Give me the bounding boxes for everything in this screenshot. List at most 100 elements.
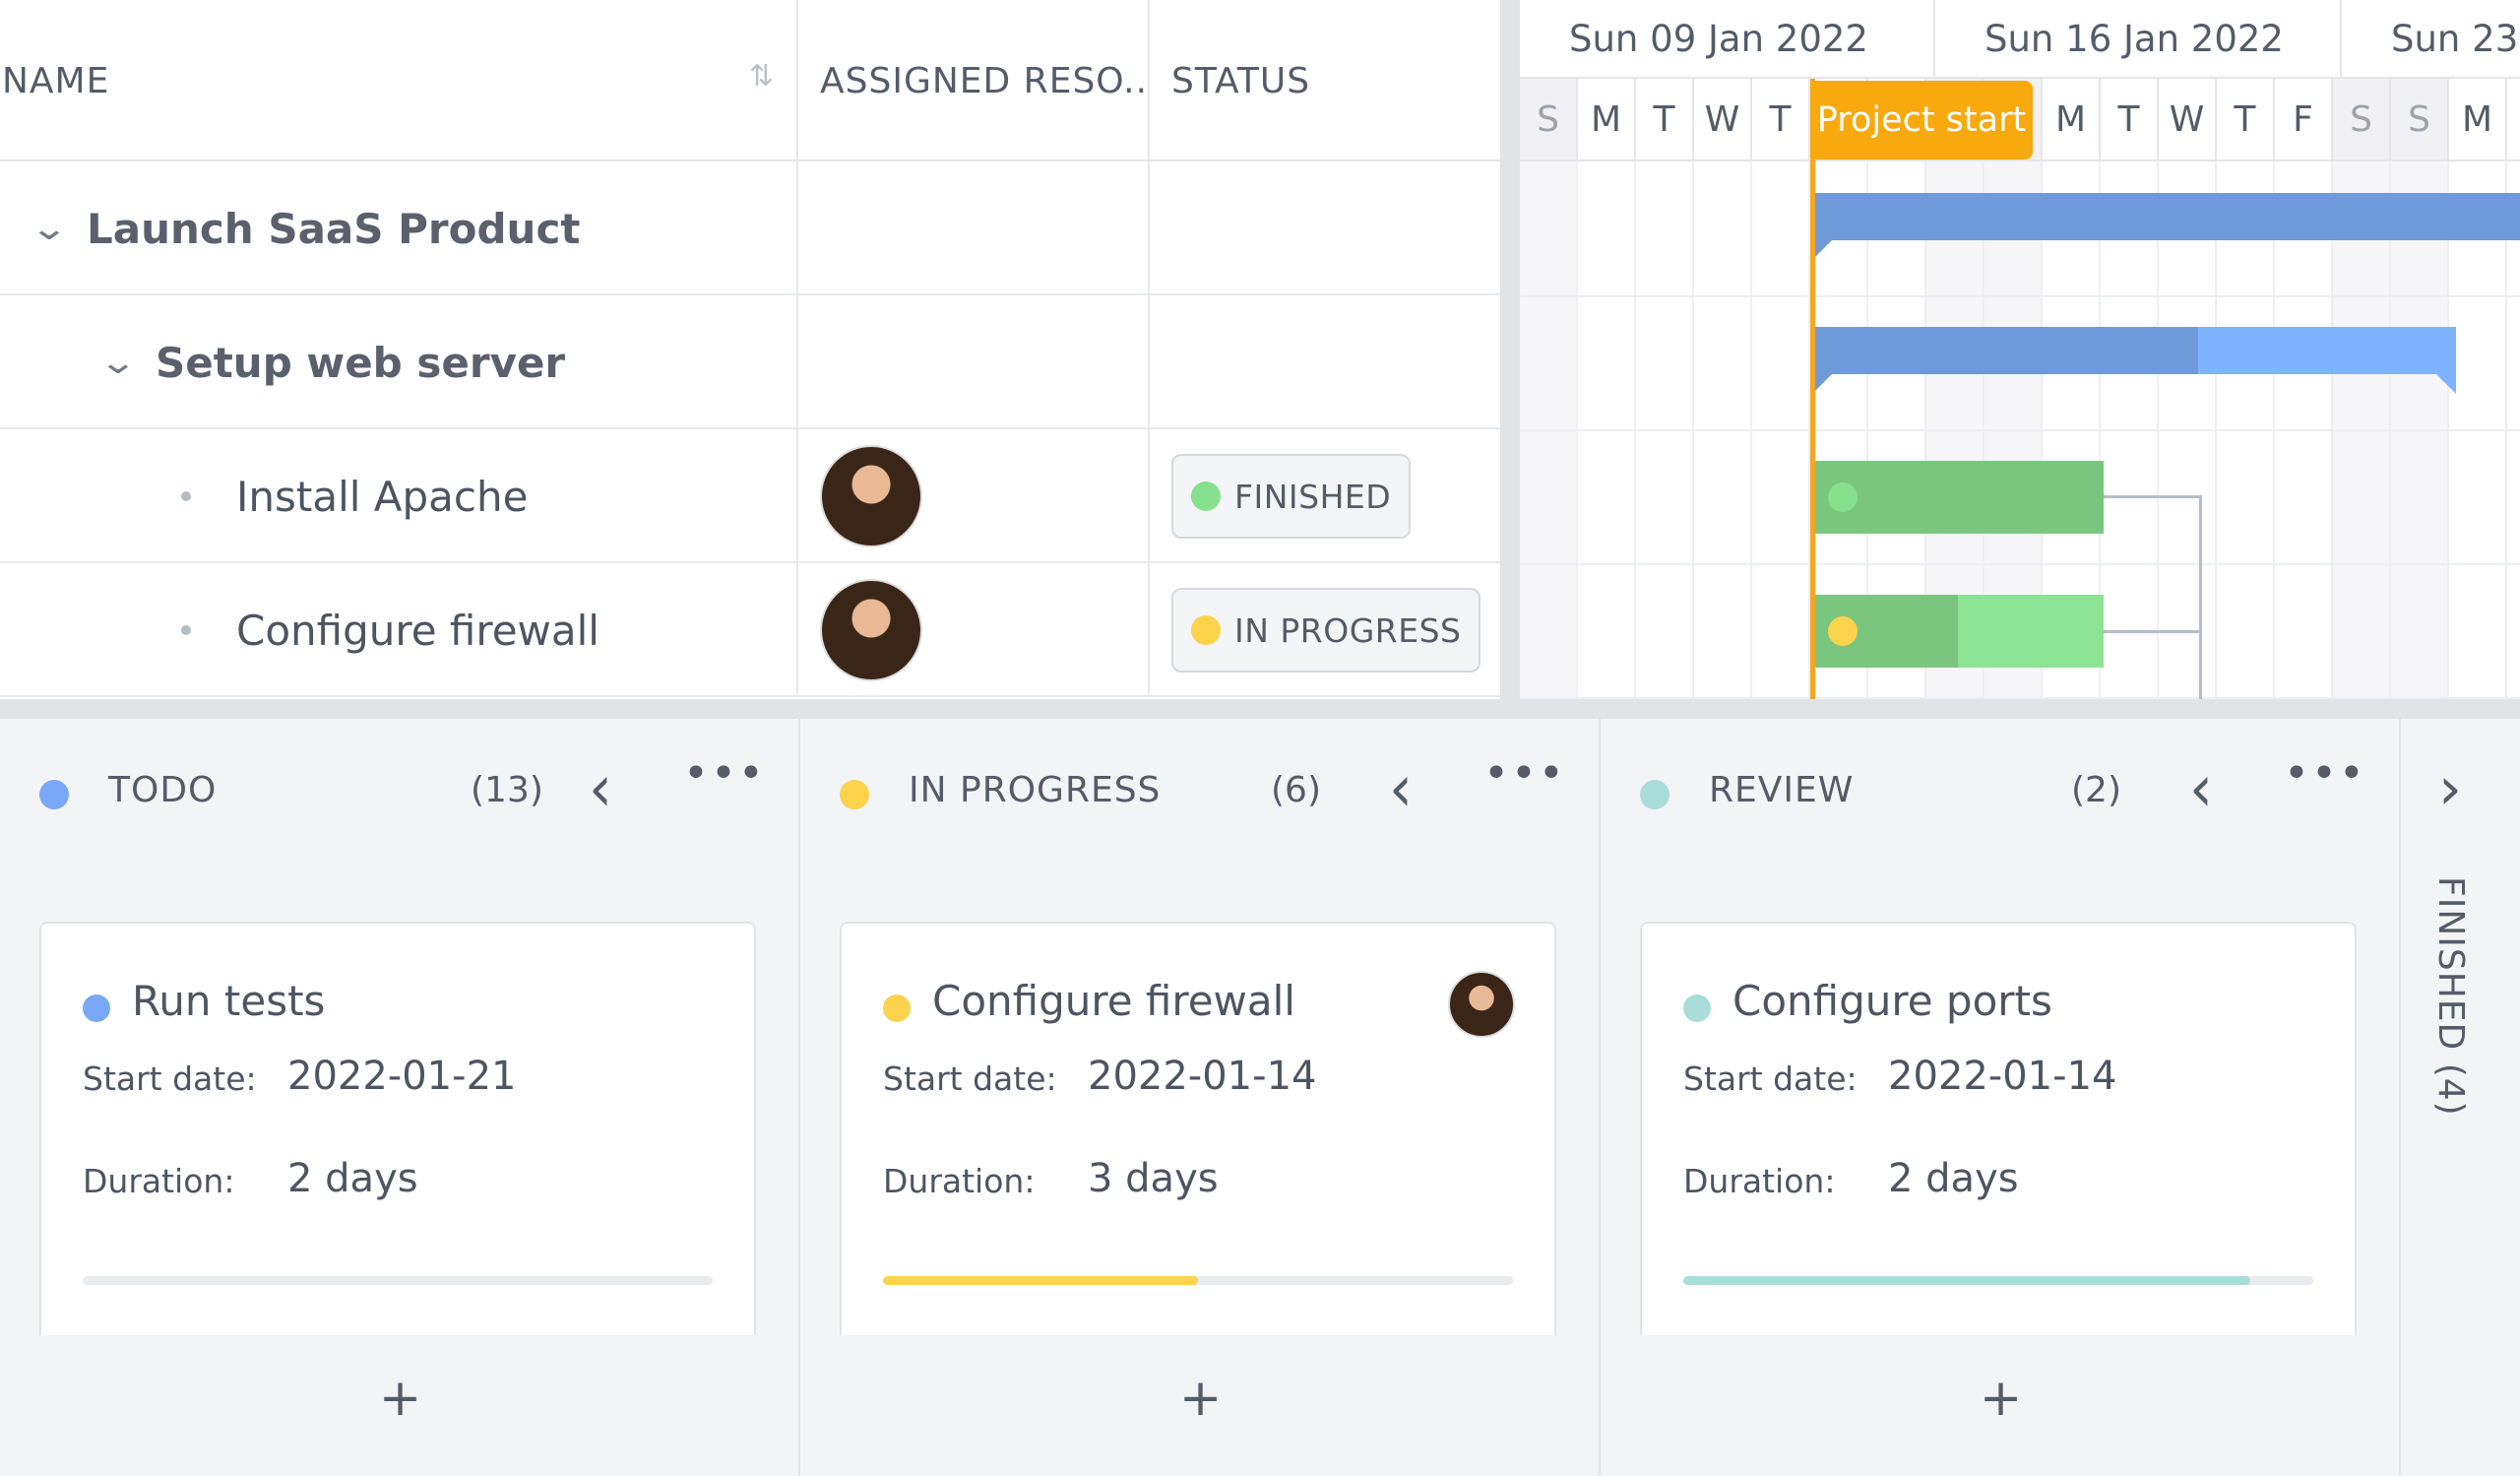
row-divider (1520, 295, 2520, 297)
column-header-name-label: NAME (2, 60, 110, 101)
start-date-value: 2022-01-21 (287, 1054, 517, 1099)
timeline-day-header: S (2333, 79, 2391, 161)
avatar[interactable] (1448, 971, 1515, 1038)
status-badge: FINISHED (1171, 454, 1412, 539)
chevron-down-icon[interactable]: ⌄ (30, 209, 69, 248)
expand-column-icon[interactable]: › (2438, 754, 2462, 823)
status-badge: IN PROGRESS (1171, 588, 1481, 673)
task-name-cell: ⌄ Launch SaaS Product (0, 161, 798, 295)
bullet-icon (181, 625, 191, 635)
card-title: Configure ports (1732, 977, 2052, 1025)
column-count: (2) (2071, 770, 2121, 810)
kanban-board: TODO (13) ‹ ••• Run tests Start date: 20… (0, 699, 2520, 1476)
progress-fill (883, 1276, 1198, 1285)
collapse-column-icon[interactable]: ‹ (1389, 750, 1413, 827)
task-card[interactable]: Configure firewall Start date: 2022-01-1… (840, 922, 1556, 1335)
resource-cell (798, 295, 1150, 429)
status-dot-icon (1828, 616, 1858, 646)
dependency-line (2199, 495, 2202, 699)
column-menu-icon[interactable]: ••• (683, 748, 766, 799)
status-dot-icon (1191, 481, 1221, 511)
task-bar[interactable] (1812, 461, 2104, 534)
table-row[interactable]: ⌄ Launch SaaS Product (0, 161, 1500, 295)
sort-icon[interactable]: ⇅ (748, 59, 775, 94)
status-cell (1150, 161, 1500, 295)
collapse-column-icon[interactable]: ‹ (2189, 750, 2213, 827)
row-divider (1520, 563, 2520, 565)
column-title: FINISHED (4) (2430, 876, 2471, 1117)
summary-bar[interactable] (1812, 193, 2520, 240)
column-title: REVIEW (1709, 770, 1855, 810)
task-name-cell: Install Apache (0, 429, 798, 563)
progress-bar (83, 1276, 713, 1285)
add-card-button[interactable]: + (1178, 1369, 1223, 1428)
card-title: Configure firewall (932, 977, 1295, 1025)
chevron-down-icon[interactable]: ⌄ (98, 343, 138, 382)
status-dot-icon (1191, 615, 1221, 645)
column-header-resource[interactable]: ASSIGNED RESO... (798, 0, 1150, 161)
column-title: IN PROGRESS (909, 770, 1162, 810)
timeline-day-header: T (2101, 79, 2159, 161)
timeline-day-header: S (1520, 79, 1578, 161)
duration-label: Duration: (883, 1162, 1036, 1200)
status-cell: FINISHED (1150, 429, 1500, 563)
timeline-day-header: W (1694, 79, 1752, 161)
column-dot-icon (39, 780, 69, 809)
row-divider (1520, 429, 2520, 431)
task-name: Launch SaaS Product (87, 204, 581, 253)
timeline-day-header: T (2217, 79, 2275, 161)
timeline-day-header: S (2391, 79, 2449, 161)
dependency-line (2104, 630, 2202, 633)
column-dot-icon (840, 780, 869, 809)
collapse-column-icon[interactable]: ‹ (589, 750, 612, 827)
panel-splitter[interactable] (1500, 0, 1520, 699)
add-card-button[interactable]: + (1979, 1369, 2023, 1428)
start-date-value: 2022-01-14 (1088, 1054, 1317, 1099)
column-header-name[interactable]: NAME ⇅ (0, 0, 798, 161)
card-title: Run tests (132, 977, 326, 1025)
kanban-column-review: REVIEW (2) ‹ ••• Configure ports Start d… (1601, 719, 2401, 1476)
summary-bar-remaining (2198, 327, 2456, 374)
gantt-timeline[interactable]: Sun 09 Jan 2022 Sun 16 Jan 2022 Sun 23 S… (1520, 0, 2520, 699)
task-card[interactable]: Run tests Start date: 2022-01-21 Duratio… (39, 922, 756, 1335)
column-count: (13) (471, 770, 543, 810)
column-dot-icon (1640, 780, 1670, 809)
timeline-day-header: T (1636, 79, 1694, 161)
avatar[interactable] (820, 579, 922, 681)
avatar[interactable] (820, 445, 922, 547)
column-menu-icon[interactable]: ••• (1483, 748, 1566, 799)
status-cell: IN PROGRESS (1150, 563, 1500, 697)
timeline-week-header: Sun 23 (2342, 0, 2520, 79)
table-row[interactable]: ⌄ Setup web server (0, 295, 1500, 429)
column-count: (6) (1271, 770, 1321, 810)
dependency-line (2104, 495, 2202, 498)
start-date-label: Start date: (1683, 1059, 1858, 1098)
timeline-day-header: T (1752, 79, 1810, 161)
project-start-label: Project start (1810, 81, 2033, 160)
column-menu-icon[interactable]: ••• (2284, 748, 2366, 799)
task-card[interactable]: Configure ports Start date: 2022-01-14 D… (1640, 922, 2357, 1335)
task-name-cell: Configure firewall (0, 563, 798, 697)
table-row[interactable]: Install Apache FINISHED (0, 429, 1500, 563)
kanban-column-finished-collapsed[interactable]: › FINISHED (4) (2401, 719, 2520, 1476)
column-title: TODO (108, 770, 218, 810)
kanban-column-todo: TODO (13) ‹ ••• Run tests Start date: 20… (0, 719, 800, 1476)
timeline-week-header: Sun 16 Jan 2022 (1935, 0, 2342, 79)
add-card-button[interactable]: + (378, 1369, 422, 1428)
kanban-column-in-progress: IN PROGRESS (6) ‹ ••• Configure firewall… (800, 719, 1601, 1476)
duration-label: Duration: (1683, 1162, 1836, 1200)
timeline-day-header: M (2449, 79, 2507, 161)
progress-bar (1683, 1276, 2313, 1285)
summary-bar-cap (2436, 374, 2456, 394)
start-date-value: 2022-01-14 (1888, 1054, 2117, 1099)
table-row[interactable]: Configure firewall IN PROGRESS (0, 563, 1500, 697)
summary-bar[interactable] (1812, 327, 2198, 374)
start-date-label: Start date: (83, 1059, 257, 1098)
resource-cell (798, 161, 1150, 295)
column-header-status[interactable]: STATUS (1150, 0, 1500, 161)
status-cell (1150, 295, 1500, 429)
task-name: Install Apache (236, 472, 529, 521)
column-header-resource-label: ASSIGNED RESO... (820, 60, 1148, 101)
card-dot-icon (83, 995, 110, 1022)
duration-value: 2 days (1888, 1156, 2019, 1201)
